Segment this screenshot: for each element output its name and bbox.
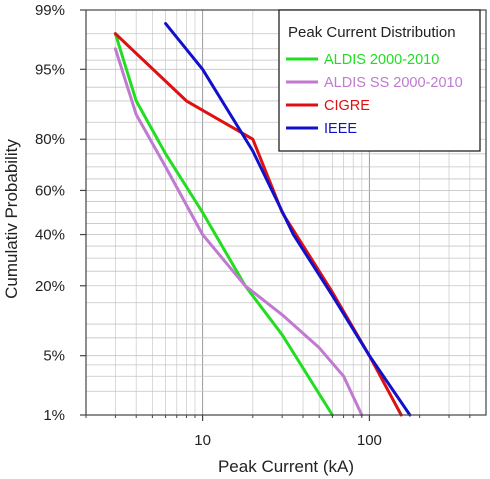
series-line-4 <box>164 22 412 417</box>
x-tick-label: 100 <box>357 432 382 449</box>
legend-label: IEEE <box>324 121 357 137</box>
legend-title: Peak Current Distribution <box>288 24 456 41</box>
y-tick-labels: 1% 5% 20% 40% 60% 80% 95% 99% <box>35 2 86 424</box>
series-line-2 <box>113 47 364 417</box>
legend-label: CIGRE <box>324 98 370 114</box>
legend-label: ALDIS SS 2000-2010 <box>324 75 463 91</box>
series-line-1 <box>113 32 334 417</box>
series-lines <box>113 22 412 417</box>
y-tick-label: 80% <box>35 131 65 148</box>
y-axis-title: Cumulativ Probability <box>2 139 21 299</box>
y-tick-label: 60% <box>35 182 65 199</box>
y-tick-label: 1% <box>43 407 65 424</box>
y-tick-label: 99% <box>35 2 65 19</box>
y-tick-label: 5% <box>43 348 65 365</box>
y-tick-label: 95% <box>35 61 65 78</box>
legend-label: ALDIS 2000-2010 <box>324 52 439 68</box>
x-axis-title: Peak Current (kA) <box>218 457 354 476</box>
x-tick-label: 10 <box>194 432 211 449</box>
x-tick-labels: 10 100 <box>85 415 471 449</box>
y-tick-label: 40% <box>35 227 65 244</box>
legend: Peak Current Distribution ALDIS 2000-201… <box>278 9 481 152</box>
y-tick-label: 20% <box>35 278 65 295</box>
